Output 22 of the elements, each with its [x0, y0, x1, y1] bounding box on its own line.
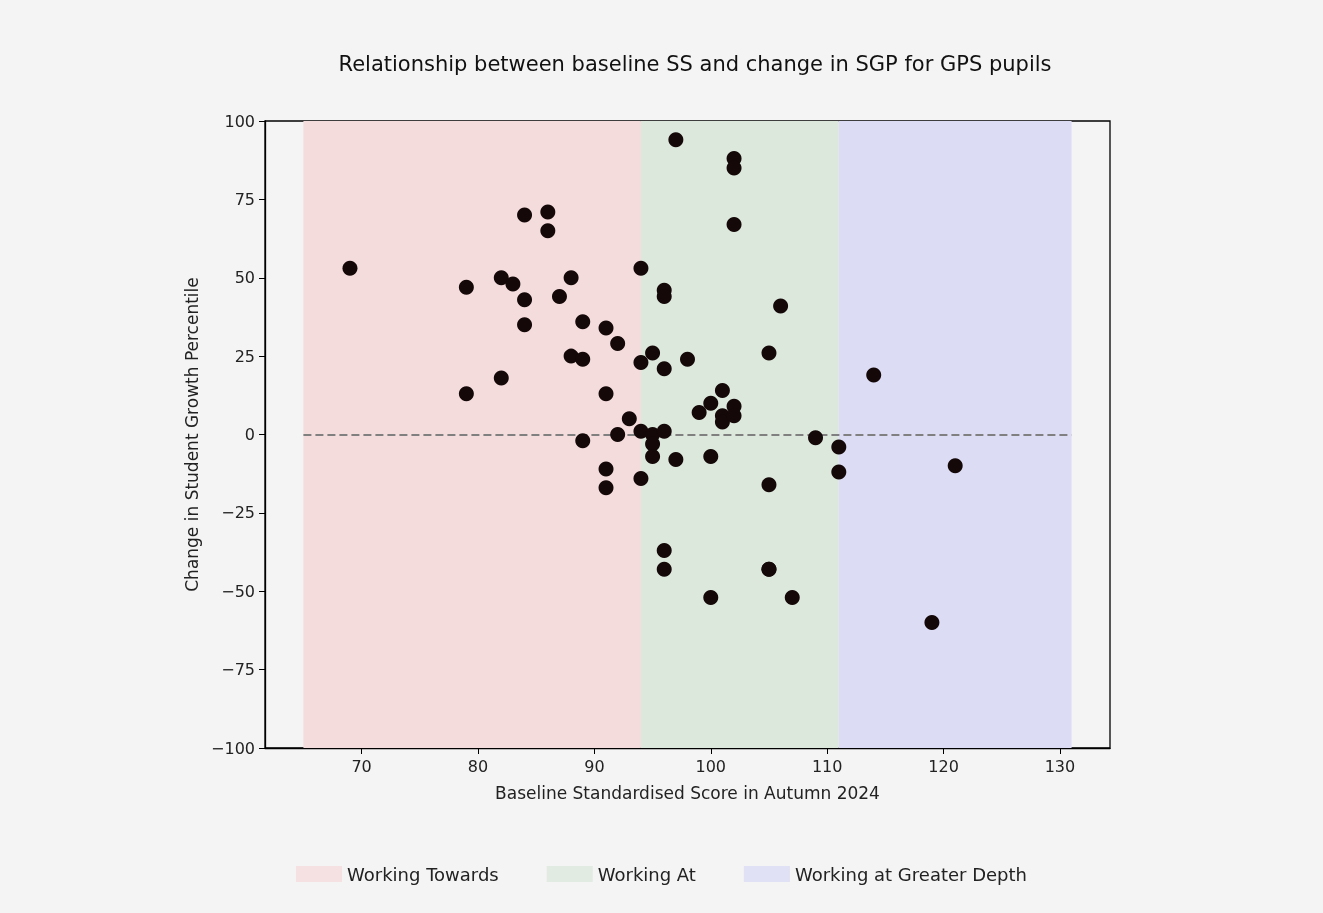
y-tick-label: 0 — [244, 425, 255, 444]
legend-label: Working Towards — [347, 863, 499, 885]
x-tick-label: 120 — [928, 756, 959, 776]
legend-label: Working at Greater Depth — [794, 863, 1028, 885]
legend-label: Working At — [597, 863, 696, 885]
y-tick-label: −50 — [221, 581, 255, 601]
y-tick-label: −100 — [211, 738, 255, 758]
y-tick-label: 75 — [234, 189, 255, 209]
x-tick-label: 80 — [467, 756, 489, 776]
y-tick-label: 25 — [234, 346, 255, 366]
x-tick-label: 100 — [695, 756, 727, 776]
y-tick-label: 100 — [224, 111, 255, 131]
x-tick-label: 90 — [584, 756, 605, 776]
y-tick-label: −25 — [221, 503, 255, 523]
x-tick-label: 70 — [351, 756, 372, 776]
x-axis-title: Baseline Standardised Score in Autumn 2024 — [495, 782, 880, 803]
y-tick-label: −75 — [221, 660, 255, 680]
x-tick-label: 110 — [811, 756, 843, 776]
chart-title: Relationship between baseline SS and change in SGP for GPS pupils — [338, 51, 1052, 76]
y-tick-label: 50 — [234, 268, 255, 288]
x-tick-label: 130 — [1044, 756, 1076, 776]
y-axis-title: Change in Student Growth Percentile — [181, 277, 202, 592]
